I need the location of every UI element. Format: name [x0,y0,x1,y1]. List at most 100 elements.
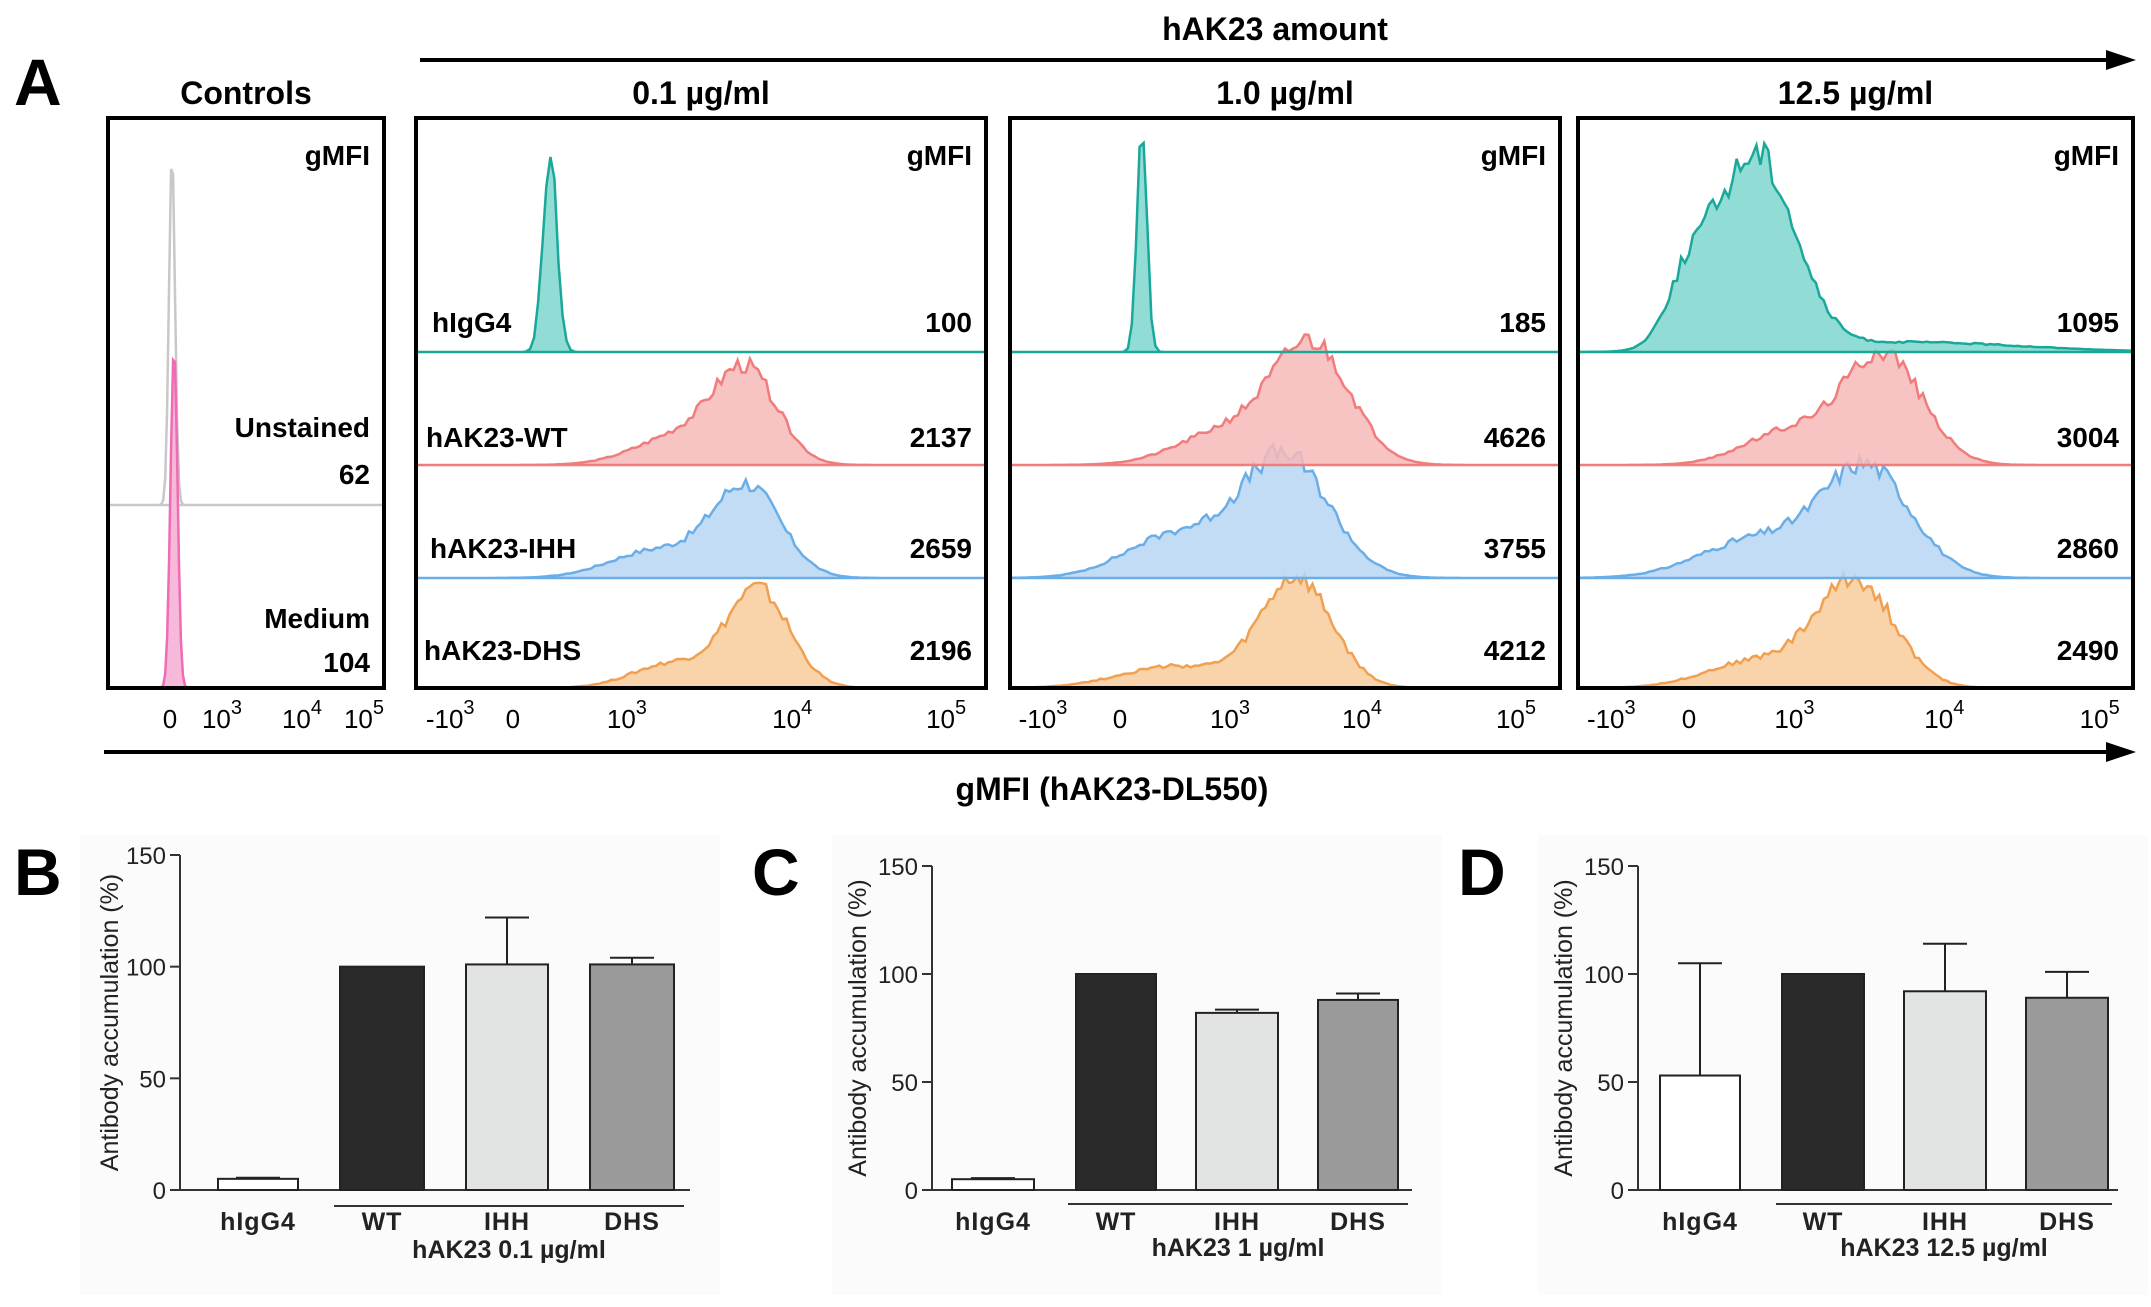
svg-text:103: 103 [202,697,242,734]
x-tick-label: 105 [2080,697,2120,734]
histogram-hak23-wt [1578,347,2133,467]
concentration-panel-0: 0.1 µg/ml gMFI 100 2137 2659 2196 hIgG4 hAK23-W… [414,75,988,734]
x-tick-label: 104 [1924,697,1964,734]
y-axis-label: Antibody accumulation (%) [1550,879,1578,1176]
controls-tick-0: 0 [163,704,177,734]
row-label-higg4: hIgG4 [432,307,512,338]
x-tick-label: 103 [607,697,647,734]
category-label: hIgG4 [955,1208,1031,1236]
x-tick-label: 0 [1113,704,1127,734]
group-label: hAK23 0.1 µg/ml [412,1236,606,1264]
y-tick-label: 100 [1584,962,1624,989]
histogram-hak23-dhs [1577,569,2133,690]
controls-title: Controls [180,75,312,111]
bar-higg4 [1659,1074,1741,1192]
category-label: DHS [1330,1208,1386,1236]
panel-letter: D [1458,835,1506,909]
category-label: IHH [1214,1208,1260,1236]
concentration-frame [1008,116,1562,690]
x-tick-label: 105 [1496,697,1536,734]
controls-medium-label: Medium [264,603,370,634]
gmfi-value-hak23-ihh: 2860 [2057,533,2119,564]
bar-dhs [589,963,675,1192]
y-tick-label: 50 [139,1066,166,1093]
histogram-hak23-wt [1010,333,1560,467]
y-tick-label: 150 [1584,854,1624,881]
x-tick-label: 103 [1774,697,1814,734]
row-label-hak23-ihh: hAK23-IHH [430,533,576,564]
y-tick-label: 100 [126,955,166,982]
category-label: DHS [2039,1208,2095,1236]
y-tick-label: 50 [1597,1070,1624,1097]
histogram-hak23-dhs [1008,570,1560,690]
x-tick-label: 0 [506,704,520,734]
gmfi-value-hak23-wt: 3004 [2057,422,2120,453]
bar-ihh [465,963,549,1192]
gmfi-value-higg4: 100 [925,307,972,338]
gmfi-value-higg4: 1095 [2057,307,2119,338]
concentration-panel-2: 12.5 µg/ml gMFI 1095 3004 2860 2490 -103 0 103 10… [1576,75,2135,734]
controls-gmfi-header: gMFI [305,140,370,171]
y-tick-label: 0 [1611,1178,1624,1205]
bar-higg4 [217,1177,299,1192]
controls-x-axis: 0 103 104 105 [163,697,384,734]
y-axis-label: Antibody accumulation (%) [844,879,872,1176]
bar-dhs [1317,998,1399,1191]
x-tick-label: 104 [1342,697,1382,734]
y-tick-label: 0 [905,1178,918,1205]
bottom-arrow-label: gMFI (hAK23-DL550) [956,771,1269,807]
row-label-hak23-dhs: hAK23-DHS [424,635,581,666]
controls-unstained-histogram [108,168,384,507]
gmfi-value-higg4: 185 [1499,307,1546,338]
concentration-title: 12.5 µg/ml [1778,75,1933,111]
concentration-frame [414,116,988,690]
controls-frame [106,116,386,690]
gmfi-value-hak23-dhs: 4212 [1484,635,1546,666]
x-tick-label: -103 [1019,697,1068,734]
gmfi-header: gMFI [1481,140,1546,171]
histogram-hak23-ihh [1576,452,2133,580]
svg-text:105: 105 [344,697,384,734]
category-label: hIgG4 [220,1208,296,1236]
gmfi-value-hak23-wt: 2137 [910,422,972,453]
svg-text:104: 104 [282,697,322,734]
histogram-higg4 [416,156,986,354]
group-label: hAK23 1 µg/ml [1152,1234,1325,1262]
category-label: IHH [484,1208,530,1236]
y-tick-label: 150 [878,854,918,881]
x-tick-label: -103 [1587,697,1636,734]
controls-unstained-value: 62 [339,459,370,490]
histogram-hak23-wt [416,355,986,467]
gmfi-value-hak23-wt: 4626 [1484,422,1546,453]
controls-unstained-label: Unstained [235,412,370,443]
y-tick-label: 50 [891,1070,918,1097]
panel-letter: C [752,835,800,909]
bar-higg4 [951,1178,1035,1191]
group-label: hAK23 12.5 µg/ml [1840,1234,2048,1262]
concentration-title: 0.1 µg/ml [632,75,770,111]
x-tick-label: 105 [926,697,966,734]
bottom-arrow-head [2106,742,2136,762]
y-tick-label: 150 [126,843,166,870]
svg-text:0: 0 [163,704,177,734]
category-label: WT [1803,1208,1844,1236]
controls-tick-1: 103 [202,697,242,734]
concentration-title: 1.0 µg/ml [1216,75,1354,111]
histogram-hak23-ihh [416,476,986,580]
category-label: IHH [1922,1208,1968,1236]
y-tick-label: 100 [878,962,918,989]
concentration-frame [1576,116,2135,690]
histogram-higg4 [1576,139,2135,354]
bar-wt [1075,973,1157,1191]
category-label: DHS [604,1208,660,1236]
gmfi-header: gMFI [907,140,972,171]
category-label: WT [362,1208,403,1236]
controls-panel: Controls gMFI Unstained 62 Medium 104 0 … [106,75,386,734]
gmfi-value-hak23-dhs: 2196 [910,635,972,666]
x-tick-label: 0 [1682,704,1696,734]
